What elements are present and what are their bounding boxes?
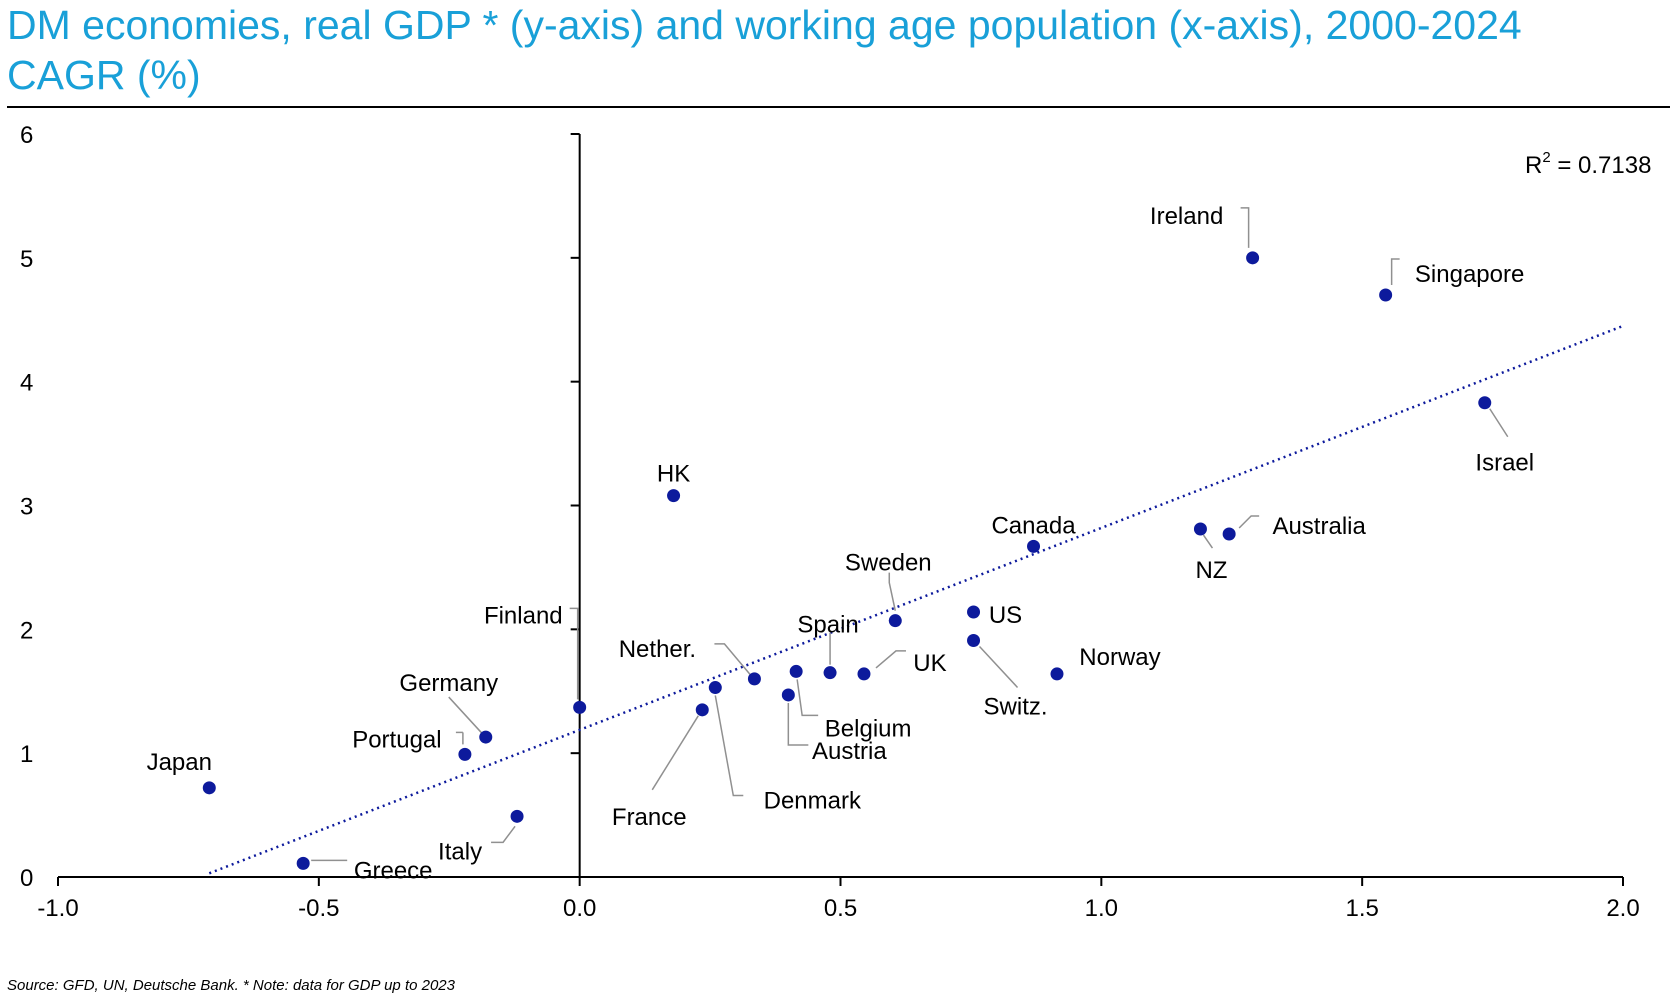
label-connector <box>1238 515 1260 529</box>
data-point-italy <box>510 809 524 823</box>
data-point-hk <box>667 489 681 503</box>
label-connector <box>1390 258 1400 285</box>
data-label-singapore: Singapore <box>1415 261 1524 288</box>
data-label-nz: NZ <box>1195 557 1227 584</box>
x-tick-label: -1.0 <box>37 895 78 922</box>
y-tick-label: 1 <box>20 741 33 768</box>
label-connectors <box>311 207 1509 862</box>
y-tick-label: 5 <box>20 246 33 273</box>
label-connector <box>1240 207 1250 248</box>
x-tick-label: 2.0 <box>1606 895 1639 922</box>
data-label-us: US <box>989 602 1022 629</box>
data-label-greece: Greece <box>354 857 433 884</box>
data-label-switz: Switz. <box>984 693 1048 720</box>
r-squared-label: R2 = 0.7138 <box>1525 149 1651 179</box>
label-connector <box>796 679 819 717</box>
label-connector <box>714 643 751 676</box>
y-tick-label: 0 <box>20 865 33 892</box>
data-point-belgium <box>789 664 803 678</box>
data-label-uk: UK <box>913 650 946 677</box>
data-points <box>202 251 1492 870</box>
y-tick-label: 4 <box>20 370 33 397</box>
data-point-singapore <box>1379 288 1393 302</box>
data-label-france: France <box>612 804 687 831</box>
data-label-austria: Austria <box>812 738 887 765</box>
y-tick-label: 2 <box>20 617 33 644</box>
data-point-portugal <box>458 747 472 761</box>
label-connector <box>978 645 1019 688</box>
data-point-nether <box>747 672 761 686</box>
label-connector <box>448 696 483 734</box>
label-connector <box>787 702 809 746</box>
data-label-portugal: Portugal <box>352 726 441 753</box>
data-point-australia <box>1222 527 1236 541</box>
data-point-israel <box>1478 396 1492 410</box>
data-point-nz <box>1193 522 1207 536</box>
data-point-norway <box>1050 667 1064 681</box>
title-divider <box>7 106 1670 108</box>
data-point-uk <box>857 667 871 681</box>
x-tick-label: 0.0 <box>563 895 596 922</box>
data-point-canada <box>1027 539 1041 553</box>
data-label-norway: Norway <box>1079 644 1160 671</box>
trendline-group <box>208 324 1624 875</box>
x-tick-label: 1.0 <box>1085 895 1118 922</box>
data-point-spain <box>823 666 837 680</box>
label-connector <box>1202 534 1214 549</box>
data-label-hk: HK <box>657 461 690 488</box>
label-connector <box>651 715 699 791</box>
data-point-denmark <box>708 681 722 695</box>
data-point-greece <box>296 856 310 870</box>
data-point-switz <box>967 633 981 647</box>
data-point-finland <box>573 700 587 714</box>
data-label-australia: Australia <box>1272 513 1366 540</box>
source-note: Source: GFD, UN, Deutsche Bank. * Note: … <box>7 977 455 994</box>
data-point-us <box>967 605 981 619</box>
data-label-germany: Germany <box>399 670 498 697</box>
label-connector <box>1489 408 1509 438</box>
data-point-ireland <box>1246 251 1260 265</box>
y-tick-label: 6 <box>20 122 33 149</box>
data-label-belgium: Belgium <box>825 715 912 742</box>
label-connector <box>491 825 516 844</box>
x-tick-label: 1.5 <box>1345 895 1378 922</box>
data-label-nether: Nether. <box>619 636 696 663</box>
data-label-sweden: Sweden <box>845 550 932 577</box>
data-label-denmark: Denmark <box>764 788 862 815</box>
data-point-austria <box>781 688 795 702</box>
data-labels: Japan Greece Portugal Germany Italy Finland HK… <box>147 203 1535 885</box>
data-label-canada: Canada <box>991 512 1076 539</box>
x-tick-label: -0.5 <box>298 895 339 922</box>
label-connector <box>569 607 579 700</box>
label-connector <box>888 572 897 611</box>
trendline <box>208 324 1624 875</box>
data-label-spain: Spain <box>797 612 858 639</box>
data-label-finland: Finland <box>484 602 563 629</box>
data-label-israel: Israel <box>1475 450 1534 477</box>
chart-title: DM economies, real GDP * (y-axis) and wo… <box>7 2 1522 98</box>
data-point-germany <box>479 730 493 744</box>
data-label-italy: Italy <box>438 838 482 865</box>
data-label-japan: Japan <box>147 749 212 776</box>
label-connector <box>875 650 906 669</box>
x-tick-label: 0.5 <box>824 895 857 922</box>
data-point-sweden <box>888 614 902 628</box>
data-label-ireland: Ireland <box>1150 203 1223 230</box>
data-point-france <box>695 703 709 717</box>
y-tick-label: 3 <box>20 494 33 521</box>
data-point-japan <box>202 781 216 795</box>
axes: -1.0 -0.5 0.0 0.5 1.0 1.5 2.0 0 1 2 3 4 5 6 <box>20 122 1640 922</box>
label-connector <box>714 695 744 797</box>
